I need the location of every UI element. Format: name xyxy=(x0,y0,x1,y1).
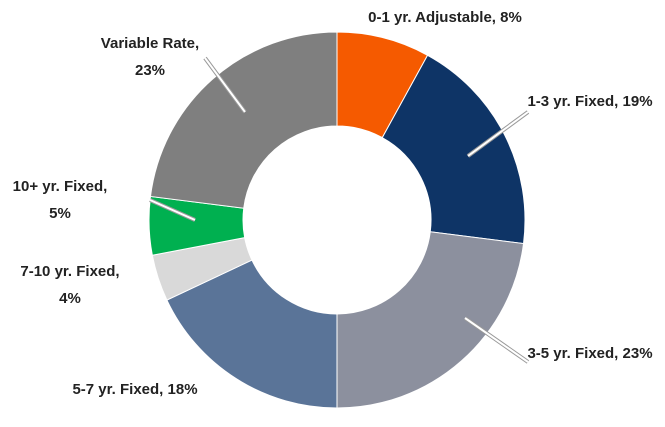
label-value: 19% xyxy=(622,93,653,110)
data-label: 1-3 yr. Fixed, 19% xyxy=(525,88,655,115)
data-label: 3-5 yr. Fixed, 23% xyxy=(525,340,655,367)
data-label: 0-1 yr. Adjustable, 8% xyxy=(300,4,590,31)
label-category: 0-1 yr. Adjustable, xyxy=(368,9,496,26)
data-label: Variable Rate, 23% xyxy=(90,30,210,84)
label-value: 18% xyxy=(167,381,198,398)
label-category: 7-10 yr. Fixed, xyxy=(20,263,120,280)
leader-line xyxy=(149,199,196,221)
label-value: 4% xyxy=(59,290,81,307)
label-category: Variable Rate, xyxy=(100,35,200,52)
leader-line xyxy=(467,111,529,157)
donut-slice xyxy=(336,231,525,409)
label-category: 10+ yr. Fixed, xyxy=(12,178,108,195)
donut-slice xyxy=(381,54,526,245)
leader-line xyxy=(204,57,246,113)
label-value: 23% xyxy=(622,345,653,362)
data-label: 5-7 yr. Fixed, 18% xyxy=(60,376,210,403)
donut-slice xyxy=(149,31,338,209)
label-category: 1-3 yr. Fixed, xyxy=(527,93,619,110)
donut-slice xyxy=(166,259,338,409)
data-label: 10+ yr. Fixed, 5% xyxy=(10,173,110,227)
label-category: 3-5 yr. Fixed, xyxy=(527,345,619,362)
label-category: 5-7 yr. Fixed, xyxy=(72,381,164,398)
data-label: 7-10 yr. Fixed, 4% xyxy=(20,258,120,312)
label-value: 23% xyxy=(134,62,166,79)
label-value: 8% xyxy=(500,9,522,26)
leader-line xyxy=(464,317,529,363)
label-value: 5% xyxy=(49,205,71,222)
